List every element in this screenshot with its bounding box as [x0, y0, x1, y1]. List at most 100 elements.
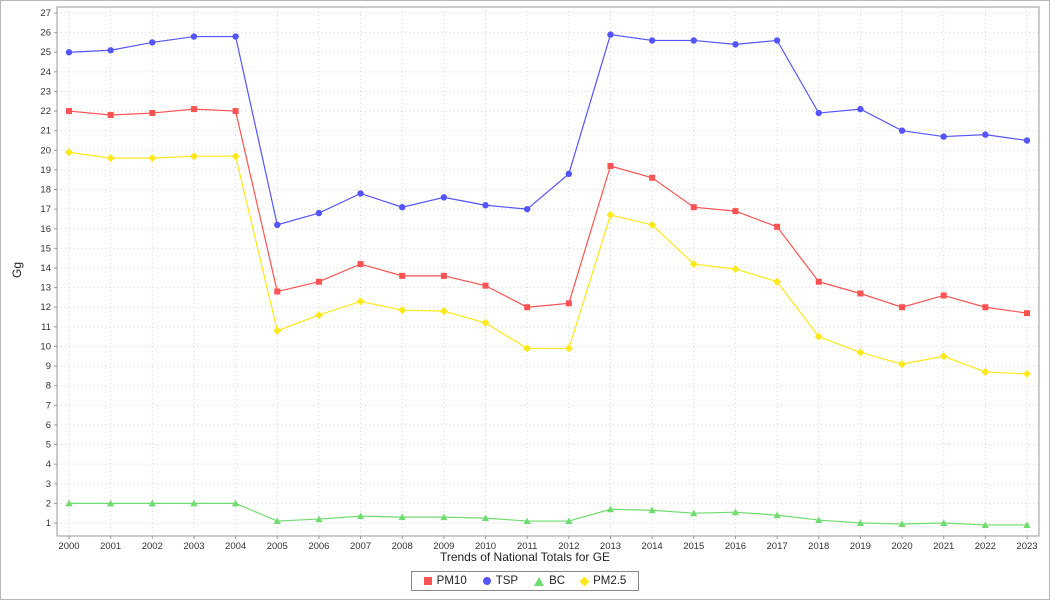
data-point-pm10-2003	[190, 106, 197, 113]
x-tick-label: 2011	[517, 541, 537, 549]
y-tick-label: 17	[40, 204, 51, 215]
data-point-tsp-2004	[232, 33, 239, 40]
data-point-bc-2007	[356, 512, 365, 520]
data-point-pm25-2021	[939, 352, 948, 361]
chart-plot-area: 1234567891011121314151617181920212223242…	[40, 6, 1040, 549]
legend-item-pm25: PM2.5	[579, 575, 627, 587]
x-tick-label: 2010	[475, 541, 496, 549]
y-tick-label: 4	[46, 459, 51, 470]
y-tick-label: 13	[40, 283, 51, 294]
series-line-pm25	[68, 151, 1028, 375]
x-tick-label: 2017	[767, 541, 788, 549]
data-point-bc-2013	[606, 505, 615, 513]
x-tick-label: 2008	[392, 541, 413, 549]
data-point-tsp-2023	[1023, 137, 1031, 144]
data-point-pm25-2008	[398, 306, 407, 315]
y-tick-label: 14	[40, 263, 51, 274]
y-tick-label: 15	[40, 243, 51, 254]
data-point-pm25-2000	[65, 148, 73, 157]
data-point-pm25-2019	[856, 348, 865, 357]
data-point-tsp-2021	[940, 133, 947, 140]
bc-marker-icon	[534, 576, 545, 586]
x-tick-label: 2005	[267, 541, 288, 549]
data-point-pm10-2014	[649, 174, 656, 181]
data-point-pm25-2022	[981, 367, 990, 376]
x-tick-label: 2007	[350, 541, 371, 549]
data-point-pm25-2023	[1023, 369, 1031, 378]
y-tick-label: 6	[46, 420, 51, 431]
legend: PM10 TSP BC PM2.5	[410, 571, 640, 591]
data-point-bc-2023	[1023, 521, 1031, 528]
data-point-tsp-2013	[607, 31, 614, 38]
data-point-pm10-2021	[940, 292, 947, 299]
pm10-marker-icon	[423, 577, 432, 585]
data-point-pm25-2012	[564, 344, 573, 353]
data-point-bc-2017	[773, 511, 781, 519]
data-point-bc-2010	[481, 514, 490, 522]
data-point-tsp-2016	[732, 41, 739, 48]
data-point-pm25-2001	[106, 154, 115, 163]
x-tick-label: 2013	[600, 541, 621, 549]
data-point-tsp-2015	[690, 37, 697, 44]
data-point-tsp-2003	[190, 33, 198, 40]
data-point-pm10-2002	[149, 110, 156, 117]
data-point-pm25-2002	[148, 154, 157, 163]
legend-label-tsp: TSP	[495, 575, 519, 587]
x-tick-label: 2022	[975, 541, 996, 549]
y-tick-label: 16	[40, 224, 51, 235]
y-tick-label: 22	[40, 106, 51, 117]
data-point-bc-2020	[898, 520, 906, 527]
y-tick-label: 2	[46, 498, 51, 509]
data-point-pm10-2012	[565, 300, 572, 307]
x-tick-label: 2016	[725, 541, 746, 549]
data-point-pm25-2020	[898, 360, 907, 369]
data-point-bc-2018	[815, 516, 823, 524]
data-point-bc-2015	[690, 509, 698, 517]
data-point-pm10-2011	[524, 304, 531, 311]
data-point-bc-2011	[523, 517, 531, 525]
data-point-pm25-2005	[273, 326, 282, 335]
data-point-pm10-2015	[690, 204, 697, 211]
y-tick-label: 9	[46, 361, 51, 372]
legend-item-pm10: PM10	[423, 575, 467, 587]
data-point-bc-2000	[65, 499, 73, 507]
x-tick-label: 2003	[183, 541, 204, 549]
data-point-pm25-2010	[481, 318, 490, 327]
data-point-tsp-2009	[440, 194, 448, 201]
data-point-tsp-2001	[107, 47, 114, 54]
data-point-bc-2009	[440, 513, 448, 521]
y-tick-label: 20	[40, 145, 51, 156]
legend-item-tsp: TSP	[482, 575, 519, 587]
x-tick-label: 2015	[683, 541, 704, 549]
plot-border	[56, 6, 1040, 537]
data-point-pm10-2005	[274, 288, 281, 295]
data-point-pm25-2011	[523, 344, 532, 353]
data-point-bc-2005	[273, 517, 281, 525]
data-point-pm25-2017	[773, 277, 782, 286]
data-point-tsp-2008	[399, 203, 406, 211]
data-point-pm10-2016	[732, 208, 739, 215]
data-point-tsp-2000	[65, 49, 73, 56]
data-point-pm25-2009	[439, 307, 448, 316]
data-point-tsp-2007	[357, 190, 364, 197]
series-line-bc	[69, 502, 1027, 526]
data-point-bc-2019	[856, 519, 864, 526]
data-point-bc-2012	[565, 517, 573, 525]
x-tick-label: 2000	[58, 541, 79, 549]
y-tick-label: 8	[46, 381, 51, 392]
y-tick-label: 25	[40, 47, 51, 58]
y-tick-label: 10	[40, 341, 51, 352]
data-point-pm10-2022	[982, 304, 989, 311]
legend-label-pm25: PM2.5	[593, 575, 627, 587]
data-point-pm25-2007	[356, 297, 365, 306]
data-point-pm10-2009	[440, 272, 447, 279]
data-point-pm25-2018	[814, 332, 823, 341]
data-point-pm10-2001	[107, 112, 114, 118]
data-point-pm10-2018	[815, 278, 822, 285]
y-tick-label: 18	[40, 185, 51, 196]
y-tick-label: 1	[46, 518, 51, 529]
series-line-tsp	[68, 33, 1028, 226]
x-tick-label: 2018	[808, 541, 829, 549]
data-point-tsp-2012	[565, 170, 573, 178]
data-point-pm25-2016	[731, 264, 740, 273]
